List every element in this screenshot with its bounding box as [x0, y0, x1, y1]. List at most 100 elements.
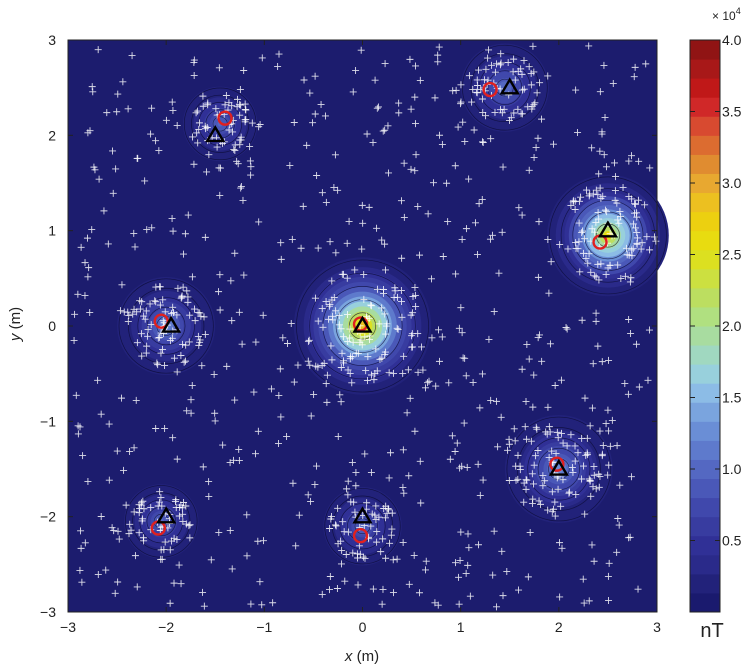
sample-point	[411, 291, 419, 299]
sample-point	[590, 557, 598, 565]
sample-point	[465, 175, 473, 183]
sample-point	[512, 462, 520, 470]
sample-point	[613, 442, 621, 450]
sample-point	[157, 555, 165, 563]
sample-point	[599, 442, 607, 450]
sample-point	[154, 334, 162, 342]
sample-point	[592, 273, 600, 281]
sample-point	[287, 319, 295, 327]
sample-point	[587, 268, 595, 276]
sample-point	[117, 394, 125, 402]
sample-point	[196, 309, 204, 317]
sample-point	[323, 371, 331, 379]
sample-point	[343, 274, 351, 282]
sample-point	[381, 310, 389, 318]
sample-point	[334, 540, 342, 548]
colorbar-band	[690, 535, 720, 556]
sample-point	[637, 245, 645, 253]
sample-point	[504, 58, 512, 66]
sample-point	[344, 366, 352, 374]
sample-point	[156, 488, 164, 496]
sample-point	[424, 210, 432, 218]
sample-point	[621, 272, 629, 280]
sample-point	[183, 407, 191, 415]
sample-point	[621, 379, 629, 387]
estimated-position-marker	[352, 528, 369, 544]
y-tick-label: 3	[48, 32, 56, 48]
sample-point	[604, 471, 612, 479]
sample-point	[344, 477, 352, 485]
sample-point	[250, 388, 258, 396]
sample-point	[254, 537, 262, 545]
sample-point	[388, 525, 396, 533]
sample-point	[314, 244, 322, 252]
sample-point	[538, 115, 546, 123]
sample-point	[398, 297, 406, 305]
colorbar-band	[690, 421, 720, 441]
sample-point	[382, 330, 390, 338]
true-position-marker	[597, 220, 619, 238]
sample-point	[397, 287, 405, 295]
sample-point	[381, 60, 389, 68]
sample-point	[174, 284, 182, 292]
sample-point	[216, 191, 224, 199]
sample-point	[194, 332, 202, 340]
sample-point	[326, 525, 334, 533]
sample-point	[518, 70, 526, 78]
sample-point	[346, 370, 354, 378]
sample-point	[154, 361, 162, 369]
sample-point	[137, 330, 145, 338]
sample-point	[592, 485, 600, 493]
colorbar-tick-label: 1.5	[722, 390, 742, 406]
sample-point	[130, 444, 138, 452]
sample-point	[544, 72, 552, 80]
sample-point	[610, 159, 618, 167]
sample-point	[314, 317, 322, 325]
sample-point	[457, 81, 465, 89]
sample-point	[435, 326, 443, 334]
sample-point	[556, 241, 564, 249]
sample-point	[177, 580, 185, 588]
sample-point	[408, 343, 416, 351]
sample-point	[118, 281, 126, 289]
sample-point	[179, 250, 187, 258]
sample-point	[339, 333, 347, 341]
sample-point	[231, 146, 239, 154]
sample-point	[243, 552, 251, 560]
sample-point	[411, 167, 419, 175]
sample-point	[382, 322, 390, 330]
sample-point	[462, 372, 470, 380]
sample-point	[217, 164, 225, 172]
sample-point	[416, 251, 424, 259]
sample-point	[358, 201, 366, 209]
sample-point	[199, 92, 207, 100]
sample-point	[530, 461, 538, 469]
sample-point	[146, 300, 154, 308]
sample-point	[592, 309, 600, 317]
sample-point	[385, 506, 393, 514]
sample-point	[227, 277, 235, 285]
sample-point	[367, 302, 375, 310]
sample-point	[536, 331, 544, 339]
sample-point	[386, 539, 394, 547]
sample-point	[588, 225, 596, 233]
sample-point	[289, 479, 297, 487]
sample-point	[412, 151, 420, 159]
sample-point	[114, 527, 122, 535]
sample-point	[527, 69, 535, 77]
sample-point	[133, 339, 141, 347]
sample-point	[159, 345, 167, 353]
sample-point	[553, 428, 561, 436]
sample-point	[346, 355, 354, 363]
sample-point	[375, 320, 383, 328]
sample-point	[144, 326, 152, 334]
sample-point	[416, 76, 424, 84]
sample-point	[379, 535, 387, 543]
colorbar-band	[690, 554, 720, 575]
sample-point	[641, 201, 649, 209]
sample-point	[113, 447, 121, 455]
sample-point	[369, 139, 377, 147]
sample-point	[602, 163, 610, 171]
sample-point	[452, 270, 460, 278]
sample-point	[518, 110, 526, 118]
